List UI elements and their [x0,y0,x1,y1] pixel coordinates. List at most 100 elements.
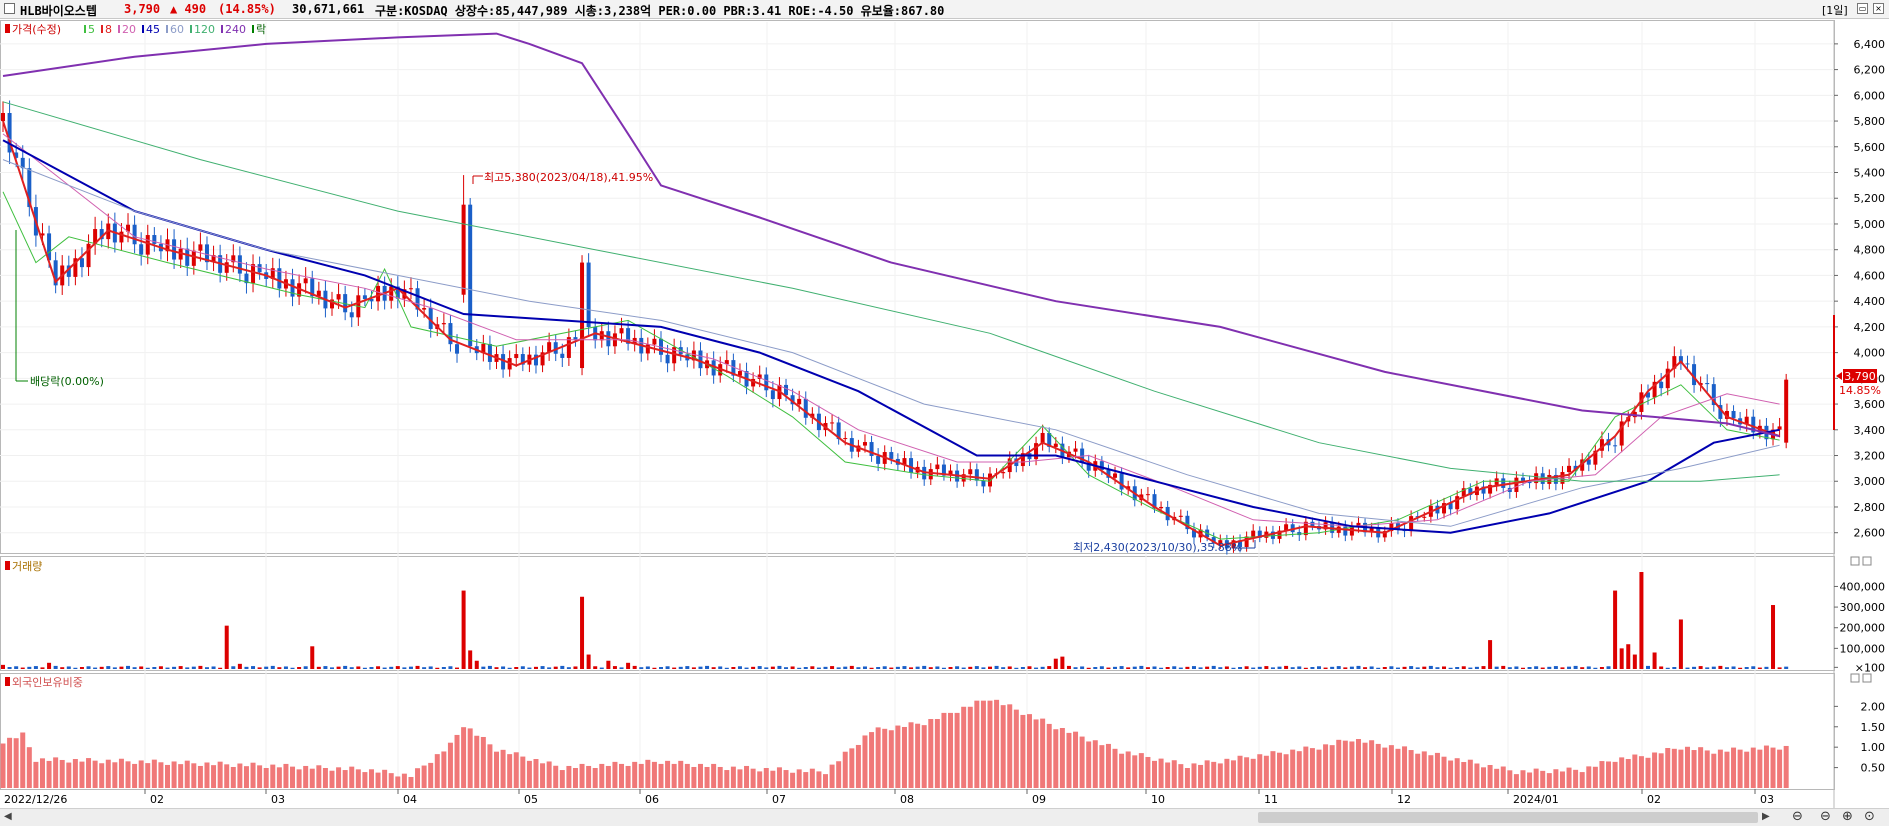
candle-body [415,288,420,310]
select-checkbox[interactable] [4,3,15,14]
candle-body [1086,462,1091,471]
volume-bar [1099,666,1104,669]
period-selector[interactable]: [1일] [1822,4,1848,17]
foreign-ratio-bars [0,699,1789,788]
title-bar: HLB바이오스텝 3,790 ▲ 490 (14.85%) 30,671,661… [0,0,1889,19]
foreign-bar [342,770,348,788]
volume-bar [1270,667,1275,669]
volume-bar [1488,640,1493,669]
candle-body [1659,381,1664,389]
volume-bar [895,666,900,669]
zoom-in-icon[interactable]: ⊕ [1842,809,1853,824]
volume-bar [1632,654,1637,669]
volume-bar [744,667,749,669]
candle-body [132,224,137,245]
foreign-bar [66,762,72,788]
candle-body [830,422,835,424]
date-tick-label: 02 [1647,793,1661,806]
candle-body [862,442,867,446]
volume-bar [1435,667,1440,669]
volume-bar [981,667,986,669]
foreign-bar [13,738,19,788]
foreign-bar [671,763,677,788]
scroll-right-arrow[interactable]: ▶ [1762,811,1770,822]
candle-body [237,255,242,274]
zoom-out-icon[interactable]: ⊖ [1820,809,1831,824]
foreign-bar [1375,743,1381,788]
foreign-bar [355,769,361,788]
candle-body [1777,426,1782,430]
volume-bar [1757,667,1762,669]
foreign-bar [724,770,730,788]
volume-bar [112,667,117,669]
volume-bar [1185,666,1190,669]
foreign-bar [717,766,723,788]
restore-icon[interactable]: ▭ [1857,3,1868,14]
legend-ma-swatch [142,25,144,33]
volume-bar [1448,667,1453,669]
candle-body [580,262,585,369]
price-tick-label: 3,400 [1854,424,1886,437]
price-tick-label: 4,800 [1854,244,1886,257]
foreign-bar [46,760,52,788]
close-icon[interactable]: × [1873,3,1884,14]
foreign-bar [1099,745,1105,788]
volume-bar [1007,666,1012,669]
volume-bar [974,666,979,669]
scroll-thumb[interactable] [1258,812,1758,823]
foreign-bar [1724,751,1730,788]
foreign-bar [204,762,210,788]
candle-body [533,354,538,366]
foreign-bar [99,763,105,788]
foreign-bar [869,732,875,788]
price-tick-label: 2,600 [1854,527,1886,540]
volume-bar [941,667,946,669]
volume-bar [1178,667,1183,669]
volume-bar [402,667,407,669]
foreign-bar [1415,753,1421,788]
foreign-bar [1388,745,1394,788]
volume-bar [1336,666,1341,669]
volume-bar [1731,666,1736,669]
zoom-reset-icon[interactable]: ⊙ [1864,809,1875,824]
foreign-bar [217,761,223,788]
volume-bar [659,667,663,669]
foreign-bar [1191,763,1197,788]
date-tick-label: 08 [900,793,914,806]
candle-body [428,308,433,329]
candle-body [389,286,394,301]
price-tick-label: 5,200 [1854,192,1886,205]
foreign-bar [1382,747,1388,788]
foreign-bar [59,759,65,788]
candle-body [1257,530,1262,538]
candle-body [1185,515,1190,530]
foreign-bar [494,751,499,788]
legend-foreign: 외국인보유비중 [12,676,83,689]
volume-bar [1145,667,1150,669]
scroll-left-arrow[interactable]: ◀ [4,811,12,822]
foreign-bar [26,747,32,788]
volume-bar [593,666,598,669]
candle-body [1718,405,1723,419]
volume-bar [1303,667,1308,669]
panel-buttons[interactable] [1850,556,1872,683]
volume-bar [27,666,32,669]
candle-body [935,464,940,470]
foreign-bar [1171,760,1177,788]
foreign-bar [138,760,144,788]
foreign-bar [921,725,927,788]
volume-bar [1191,666,1196,669]
foreign-bar [1132,755,1138,788]
price-tick-label: 5,600 [1854,141,1886,154]
foreign-bar [1507,770,1513,788]
zoom-slider-icon[interactable]: ⊖ [1792,809,1803,824]
foreign-bar [730,766,736,788]
volume-bar [1165,667,1170,669]
volume-bar [1771,605,1776,669]
chart-scrollbar[interactable]: ◀ ▶ ⊖ ⊖ ⊕ ⊙ [0,808,1889,826]
foreign-bar [336,767,342,788]
candle-body [1106,470,1111,478]
candle-body [349,312,354,318]
candle-body [1159,506,1164,509]
